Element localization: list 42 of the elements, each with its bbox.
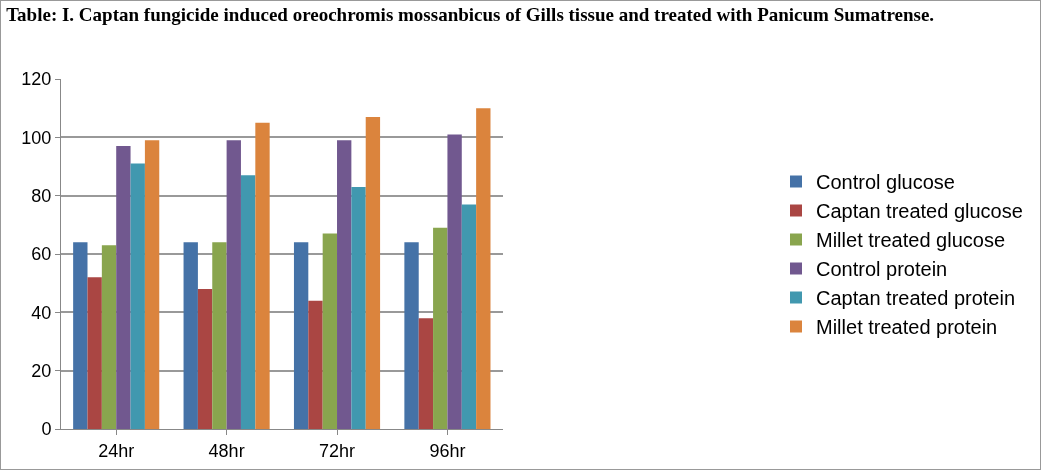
y-tick-label: 40 [31, 302, 52, 323]
bar [322, 233, 338, 429]
y-tick-label: 20 [31, 360, 52, 381]
bar [116, 146, 131, 429]
bar [351, 186, 366, 429]
bar [404, 242, 419, 429]
bar [418, 318, 434, 429]
bar [226, 140, 241, 429]
bar [447, 134, 462, 429]
bar [197, 289, 213, 429]
y-tick-label: 0 [41, 419, 52, 440]
y-tick-label: 60 [31, 244, 52, 265]
bar [73, 242, 88, 429]
legend-label: Captan treated glucose [816, 200, 1023, 223]
bar [255, 122, 270, 429]
legend-label: Millet treated glucose [816, 229, 1005, 252]
x-tick-label: 24hr [98, 440, 135, 461]
bar [212, 242, 227, 429]
x-tick-label: 96hr [429, 440, 466, 461]
bar [87, 277, 102, 429]
bar [293, 242, 309, 429]
legend-label: Control glucose [816, 171, 955, 194]
bar [337, 140, 352, 429]
y-tick-label: 80 [31, 185, 52, 206]
x-tick-label: 72hr [319, 440, 356, 461]
legend-label: Control protein [816, 258, 948, 281]
bar [308, 300, 323, 429]
bar [433, 227, 448, 429]
bar [144, 140, 160, 429]
bar [240, 175, 256, 429]
bar [365, 116, 381, 429]
legend-label: Millet treated protein [816, 316, 998, 339]
x-tick-label: 48hr [208, 440, 245, 461]
bar [101, 245, 117, 429]
y-tick-label: 120 [21, 69, 52, 90]
bar [476, 108, 491, 429]
chart-title: Table: I. Captan fungicide induced oreochromis mossanbicus of Gills tissue and treated with Panicum Sumatrense. [6, 4, 935, 26]
bar [461, 204, 477, 429]
y-tick-label: 100 [21, 127, 52, 148]
bar [130, 163, 145, 429]
legend-label: Captan treated protein [816, 287, 1016, 310]
bar [183, 242, 198, 429]
